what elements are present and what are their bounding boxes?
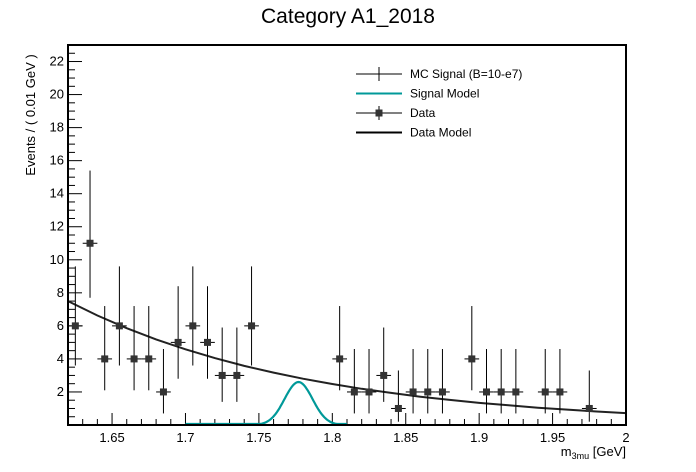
legend-label: Data	[410, 106, 436, 120]
data-point	[141, 306, 157, 391]
x-tick-label: 1.9	[470, 430, 488, 445]
x-tick-label: 1.8	[323, 430, 341, 445]
data-point-marker	[204, 338, 211, 346]
data-point	[464, 306, 480, 391]
legend-label: MC Signal (B=10-e7)	[410, 67, 522, 81]
y-tick-label: 8	[57, 285, 64, 300]
y-tick-label: 22	[50, 54, 64, 69]
data-point	[332, 306, 347, 391]
data-point	[479, 349, 494, 414]
data-point-marker	[336, 355, 344, 363]
data-point-marker	[218, 371, 226, 379]
data-point-marker	[145, 355, 153, 363]
plot-layer	[67, 170, 627, 426]
data-point-marker	[380, 371, 388, 379]
data-point	[493, 349, 509, 414]
data-point-marker	[115, 322, 123, 330]
data-point	[214, 327, 230, 402]
y-tick-label: 16	[50, 153, 64, 168]
y-tick-label: 4	[57, 351, 64, 366]
data-point-marker	[424, 388, 432, 396]
data-point-marker	[483, 388, 490, 396]
data-point	[391, 370, 406, 422]
x-tick-label: 1.75	[246, 430, 271, 445]
data-point-marker	[189, 322, 197, 330]
x-tick-label: 2	[622, 430, 629, 445]
legend-entry: Signal Model	[356, 87, 479, 101]
data-point	[200, 286, 215, 379]
y-tick-label: 12	[50, 219, 64, 234]
data-point	[112, 266, 127, 366]
data-point-marker	[350, 388, 358, 396]
y-tick-label: 14	[50, 186, 64, 201]
legend-label: Signal Model	[410, 87, 479, 101]
data-point	[347, 349, 362, 414]
data-point-marker	[438, 388, 446, 396]
data-point-marker	[512, 388, 520, 396]
data-point-marker	[71, 322, 79, 330]
y-tick-label: 20	[50, 87, 64, 102]
y-axis-title-group: Events / ( 0.01 GeV )	[23, 54, 38, 175]
x-axis-title-unit: [GeV]	[589, 444, 626, 459]
data-point-marker	[394, 404, 402, 412]
data-point-marker	[233, 371, 241, 379]
x-tick-label: 1.7	[176, 430, 194, 445]
y-tick-label: 18	[50, 120, 64, 135]
data-point-marker	[365, 388, 373, 396]
legend-label: Data Model	[410, 126, 471, 140]
data-point	[244, 266, 259, 366]
data-point	[156, 349, 171, 414]
x-tick-label: 1.95	[540, 430, 565, 445]
data-point	[170, 286, 186, 379]
data-point-marker	[174, 338, 182, 346]
x-axis-title-sub: 3mu	[572, 451, 590, 461]
data-point	[229, 327, 245, 402]
data-point-marker	[556, 388, 564, 396]
x-tick-label: 1.85	[393, 430, 418, 445]
data-point-marker	[130, 355, 138, 363]
data-point-marker	[248, 322, 256, 330]
data-point	[581, 370, 597, 422]
data-point	[376, 327, 392, 402]
data-point-marker	[497, 388, 505, 396]
data-point-marker	[101, 355, 109, 363]
axis-layer: 1.65 1.7 1.75 1.8 1.85 1.9 1.95 224681012141618…	[50, 44, 630, 445]
data-point	[552, 349, 568, 414]
data-point-marker	[585, 404, 593, 412]
data-point	[361, 349, 377, 414]
data-point	[82, 170, 98, 298]
data-point-marker	[159, 388, 167, 396]
legend-marker-square	[375, 109, 383, 117]
x-axis-title-main: m	[561, 444, 572, 459]
data-point	[508, 349, 524, 414]
data-point	[435, 349, 450, 414]
legend-entry: Data Model	[356, 126, 471, 140]
data-point	[185, 266, 201, 366]
y-tick-label: 6	[57, 318, 64, 333]
data-point	[420, 349, 436, 414]
data-point-marker	[541, 388, 549, 396]
legend: MC Signal (B=10-e7) Signal Model Data Data …	[356, 67, 522, 140]
data-point	[97, 306, 113, 391]
plot-frame	[67, 44, 627, 426]
data-model-curve	[67, 300, 627, 415]
data-point	[68, 266, 83, 366]
x-axis-title: m3mu [GeV]	[561, 444, 626, 461]
x-tick-label: 1.65	[99, 430, 124, 445]
chart-title: Category A1_2018	[261, 5, 435, 28]
y-tick-label: 10	[50, 252, 64, 267]
legend-entry: MC Signal (B=10-e7)	[356, 67, 522, 81]
data-point-marker	[86, 239, 94, 247]
data-point	[405, 349, 421, 414]
legend-entry: Data	[356, 106, 436, 120]
y-tick-label: 2	[57, 384, 64, 399]
data-point	[126, 306, 142, 391]
y-axis-title: Events / ( 0.01 GeV )	[23, 54, 38, 175]
data-point	[537, 349, 553, 414]
data-point-marker	[468, 355, 476, 363]
data-point-marker	[409, 388, 417, 396]
